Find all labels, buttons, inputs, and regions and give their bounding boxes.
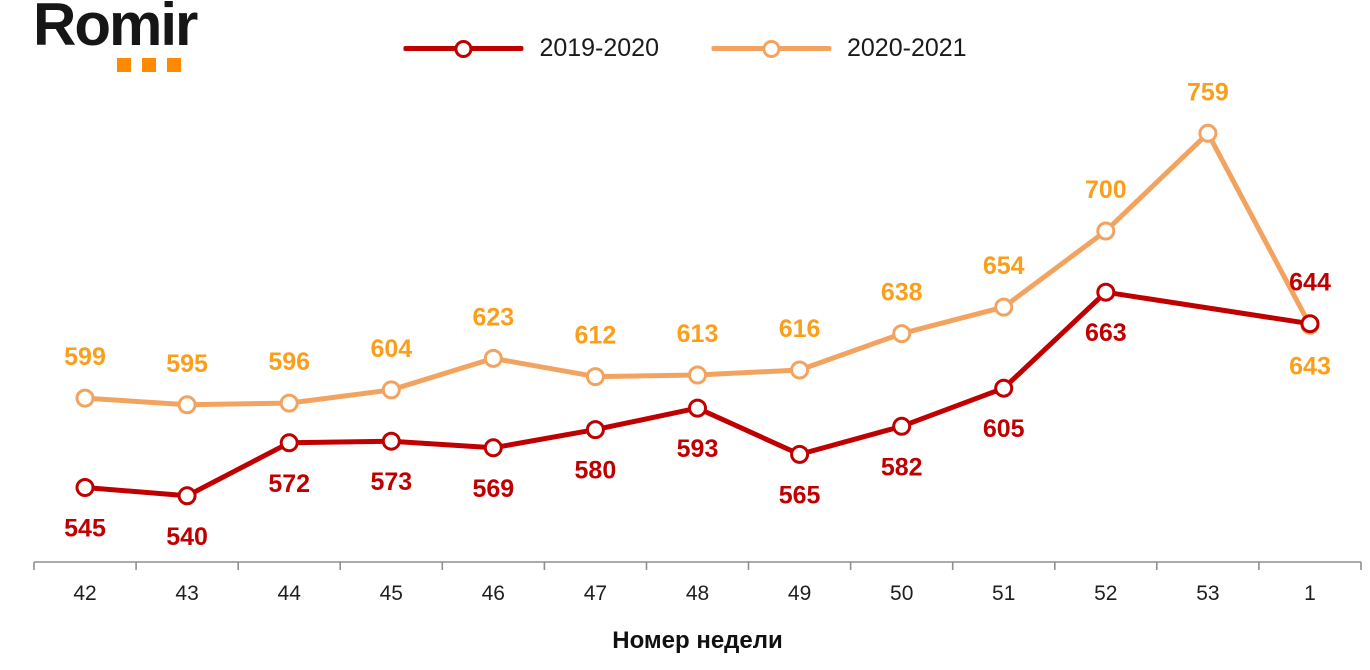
data-point-2020-2021-week-44[interactable]: [279, 393, 299, 413]
data-label-2019-2020-week-49: 565: [779, 481, 821, 509]
romir-logo: Romir: [33, 0, 198, 72]
data-label-2019-2020-week-47: 580: [575, 457, 617, 485]
x-axis-tick-label: 47: [584, 582, 607, 605]
data-label-2019-2020-week-52: 663: [1085, 319, 1127, 347]
x-axis-tick-label: 53: [1196, 582, 1219, 605]
legend-line-marker-icon: [711, 39, 831, 58]
data-point-2019-2020-week-45[interactable]: [381, 431, 401, 451]
x-axis-tick-label: 50: [890, 582, 913, 605]
x-axis-tick-label: 44: [278, 582, 302, 605]
data-label-2020-2021-week-44: 596: [268, 348, 310, 376]
data-point-2020-2021-week-42[interactable]: [75, 388, 95, 408]
data-label-2019-2020-week-46: 569: [472, 475, 514, 503]
x-axis-tick-label: 45: [380, 582, 403, 605]
data-label-2019-2020-week-1: 644: [1289, 269, 1331, 297]
x-axis-tick-label: 48: [686, 582, 709, 605]
data-point-2020-2021-week-50[interactable]: [892, 324, 912, 344]
data-label-2020-2021-week-45: 604: [370, 335, 412, 363]
data-label-2020-2021-week-47: 612: [575, 322, 617, 350]
legend-label: 2019-2020: [539, 34, 659, 62]
data-label-2020-2021-week-52: 700: [1085, 176, 1127, 204]
data-point-2019-2020-week-52[interactable]: [1096, 282, 1116, 302]
data-label-2020-2021-week-1: 643: [1289, 352, 1331, 380]
chart-legend: 2019-2020 2020-2021: [403, 34, 967, 63]
series-line-2019-2020[interactable]: [82, 289, 1313, 499]
data-point-2020-2021-week-48[interactable]: [688, 365, 707, 385]
x-axis-tick-label: 52: [1094, 582, 1117, 605]
x-axis-tick-label: 43: [175, 582, 198, 605]
data-point-2019-2020-week-46[interactable]: [483, 438, 503, 458]
data-point-2020-2021-week-52[interactable]: [1096, 221, 1116, 241]
data-point-2020-2021-week-45[interactable]: [381, 380, 401, 400]
data-label-2019-2020-week-48: 593: [677, 435, 719, 463]
romir-logo-text: Romir: [33, 0, 198, 58]
romir-logo-dots-icon: [117, 58, 181, 72]
data-label-2019-2020-week-42: 545: [64, 515, 106, 543]
data-label-2020-2021-week-48: 613: [677, 320, 719, 348]
x-axis-title: Номер недели: [612, 627, 783, 654]
legend-label: 2020-2021: [847, 34, 967, 62]
data-point-2019-2020-week-49[interactable]: [790, 444, 810, 464]
data-label-2020-2021-week-49: 616: [779, 315, 821, 343]
legend-item-2020-2021[interactable]: 2020-2021: [711, 34, 967, 63]
data-point-2020-2021-week-51[interactable]: [994, 297, 1014, 317]
data-point-2019-2020-week-43[interactable]: [177, 486, 197, 506]
data-point-2019-2020-week-48[interactable]: [688, 398, 707, 418]
data-label-2020-2021-week-50: 638: [881, 279, 923, 307]
data-point-2020-2021-week-53[interactable]: [1198, 123, 1218, 143]
data-point-2019-2020-week-47[interactable]: [585, 420, 605, 440]
x-axis-tick-label: 42: [73, 582, 96, 605]
data-label-2019-2020-week-44: 572: [268, 470, 310, 498]
data-label-2019-2020-week-50: 582: [881, 453, 923, 481]
data-point-2020-2021-week-49[interactable]: [790, 360, 810, 380]
data-label-2020-2021-week-43: 595: [166, 350, 208, 378]
x-axis-tick-label: 46: [482, 582, 505, 605]
logo-dot-icon: [167, 58, 181, 72]
data-label-2020-2021-week-42: 599: [64, 343, 106, 371]
data-point-2020-2021-week-47[interactable]: [585, 367, 605, 387]
data-label-2020-2021-week-51: 654: [983, 252, 1025, 280]
legend-line-marker-icon: [403, 39, 524, 58]
data-point-2019-2020-week-42[interactable]: [75, 478, 95, 497]
x-axis-tick-label: 49: [788, 582, 811, 605]
logo-dot-icon: [142, 58, 156, 72]
data-label-2019-2020-week-51: 605: [983, 415, 1025, 443]
data-point-2019-2020-week-50[interactable]: [892, 416, 912, 436]
logo-dot-icon: [117, 58, 131, 72]
data-label-2019-2020-week-43: 540: [166, 523, 208, 551]
legend-item-2019-2020[interactable]: 2019-2020: [403, 34, 659, 63]
data-point-2019-2020-week-1[interactable]: [1300, 314, 1320, 334]
data-label-2020-2021-week-46: 623: [472, 303, 514, 331]
data-point-2020-2021-week-43[interactable]: [177, 395, 197, 415]
data-label-2019-2020-week-45: 573: [370, 468, 412, 496]
x-axis-tick-label: 51: [992, 582, 1015, 605]
x-axis-tick-label: 1: [1304, 582, 1316, 605]
data-point-2019-2020-week-44[interactable]: [279, 433, 299, 453]
data-point-2019-2020-week-51[interactable]: [994, 378, 1014, 398]
data-label-2020-2021-week-53: 759: [1187, 78, 1229, 106]
data-point-2020-2021-week-46[interactable]: [483, 348, 503, 368]
